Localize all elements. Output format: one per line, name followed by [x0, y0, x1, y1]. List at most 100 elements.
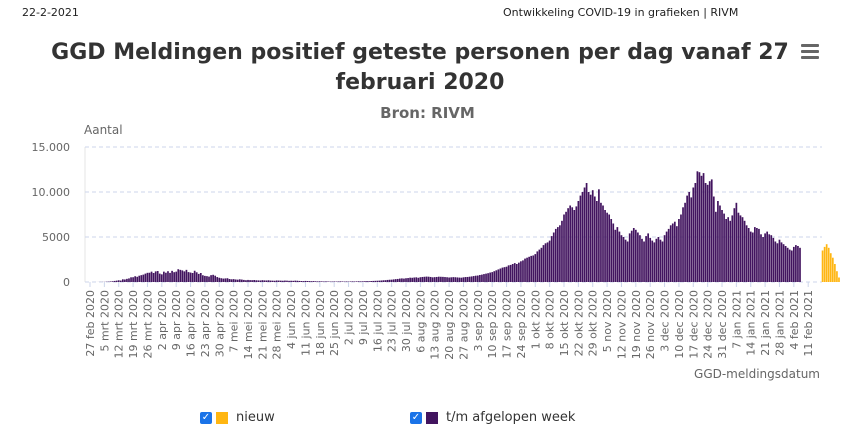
- x-tick-label: 26 nov 2020: [644, 290, 657, 359]
- bar: [653, 242, 656, 282]
- bar: [364, 281, 366, 282]
- bar: [158, 273, 161, 282]
- bar: [618, 231, 621, 282]
- bar: [501, 267, 504, 282]
- bar: [515, 264, 518, 282]
- bar: [187, 272, 190, 282]
- legend-checkbox[interactable]: ✓: [410, 411, 422, 424]
- x-tick-label: 19 nov 2020: [630, 290, 643, 359]
- menu-icon[interactable]: [801, 44, 819, 59]
- bar: [708, 181, 711, 282]
- bar: [507, 265, 510, 282]
- bar: [226, 278, 229, 282]
- bar: [121, 279, 124, 282]
- legend-item[interactable]: ✓ nieuw: [200, 410, 275, 425]
- x-tick-label: 25 jun 2020: [328, 290, 341, 356]
- bar: [717, 201, 719, 282]
- bar: [374, 280, 377, 282]
- x-tick-label: 10 sep 2020: [486, 290, 499, 358]
- bar: [407, 278, 409, 282]
- bar: [671, 223, 674, 282]
- bar: [249, 280, 251, 282]
- x-tick-label: 14 mei 2020: [242, 290, 255, 360]
- bar: [753, 227, 756, 282]
- bar: [177, 269, 180, 282]
- bar: [150, 271, 153, 282]
- bar: [193, 270, 196, 282]
- bar: [142, 274, 145, 282]
- bar: [821, 250, 824, 282]
- bar: [409, 277, 411, 282]
- bar: [210, 275, 212, 282]
- bar: [790, 250, 793, 282]
- x-tick-label: 18 jun 2020: [314, 290, 327, 356]
- bar: [316, 281, 319, 282]
- bar: [513, 263, 516, 282]
- bar: [485, 273, 487, 282]
- bar: [743, 220, 746, 282]
- bar: [290, 280, 292, 282]
- bar: [253, 280, 256, 282]
- bar: [487, 273, 489, 282]
- bar: [360, 281, 362, 282]
- bar: [442, 276, 444, 282]
- bar: [117, 280, 120, 282]
- bar: [823, 246, 826, 282]
- bar: [577, 201, 580, 282]
- bar: [593, 196, 596, 282]
- x-axis-title: GGD-meldingsdatum: [694, 367, 820, 381]
- bar: [776, 243, 779, 282]
- bar: [733, 208, 736, 282]
- bar: [444, 277, 446, 282]
- x-tick-label: 28 jan 2021: [773, 290, 786, 356]
- bar: [659, 239, 662, 282]
- bar: [725, 219, 727, 282]
- bar: [587, 192, 590, 282]
- bar: [216, 277, 219, 282]
- bar: [546, 242, 549, 282]
- bar: [491, 272, 494, 282]
- bar: [569, 205, 572, 282]
- bar: [298, 280, 301, 282]
- bar: [386, 279, 389, 282]
- bar: [770, 235, 773, 282]
- print-date: 22-2-2021: [22, 6, 79, 19]
- bar: [550, 236, 553, 282]
- bar: [604, 210, 606, 282]
- bar: [715, 211, 717, 282]
- bar: [405, 278, 407, 282]
- bar: [277, 280, 280, 282]
- bar: [538, 249, 541, 282]
- bar: [628, 233, 631, 282]
- bar: [591, 190, 594, 282]
- bar: [392, 279, 395, 282]
- bar: [827, 247, 830, 282]
- bar: [236, 279, 239, 282]
- bar: [686, 195, 688, 282]
- bar: [729, 220, 732, 282]
- bar: [579, 195, 582, 282]
- bar: [503, 267, 506, 282]
- bar: [286, 280, 288, 282]
- bar: [232, 279, 235, 282]
- bar: [751, 232, 754, 282]
- x-tick-label: 10 dec 2020: [673, 290, 686, 359]
- bar: [624, 239, 627, 282]
- bar: [749, 231, 752, 282]
- bar: [355, 281, 358, 282]
- bar: [520, 261, 522, 282]
- bar: [499, 268, 502, 282]
- bar: [362, 281, 364, 282]
- bar: [279, 280, 282, 282]
- bar: [421, 276, 424, 282]
- bar: [581, 192, 584, 282]
- legend-item[interactable]: ✓ t/m afgelopen week: [410, 410, 575, 425]
- bar: [234, 279, 237, 282]
- bar: [559, 225, 561, 282]
- x-tick-label: 16 jul 2020: [371, 290, 384, 352]
- bar: [721, 210, 723, 282]
- legend-checkbox[interactable]: ✓: [200, 411, 212, 424]
- bar: [454, 277, 457, 282]
- bar: [532, 255, 535, 282]
